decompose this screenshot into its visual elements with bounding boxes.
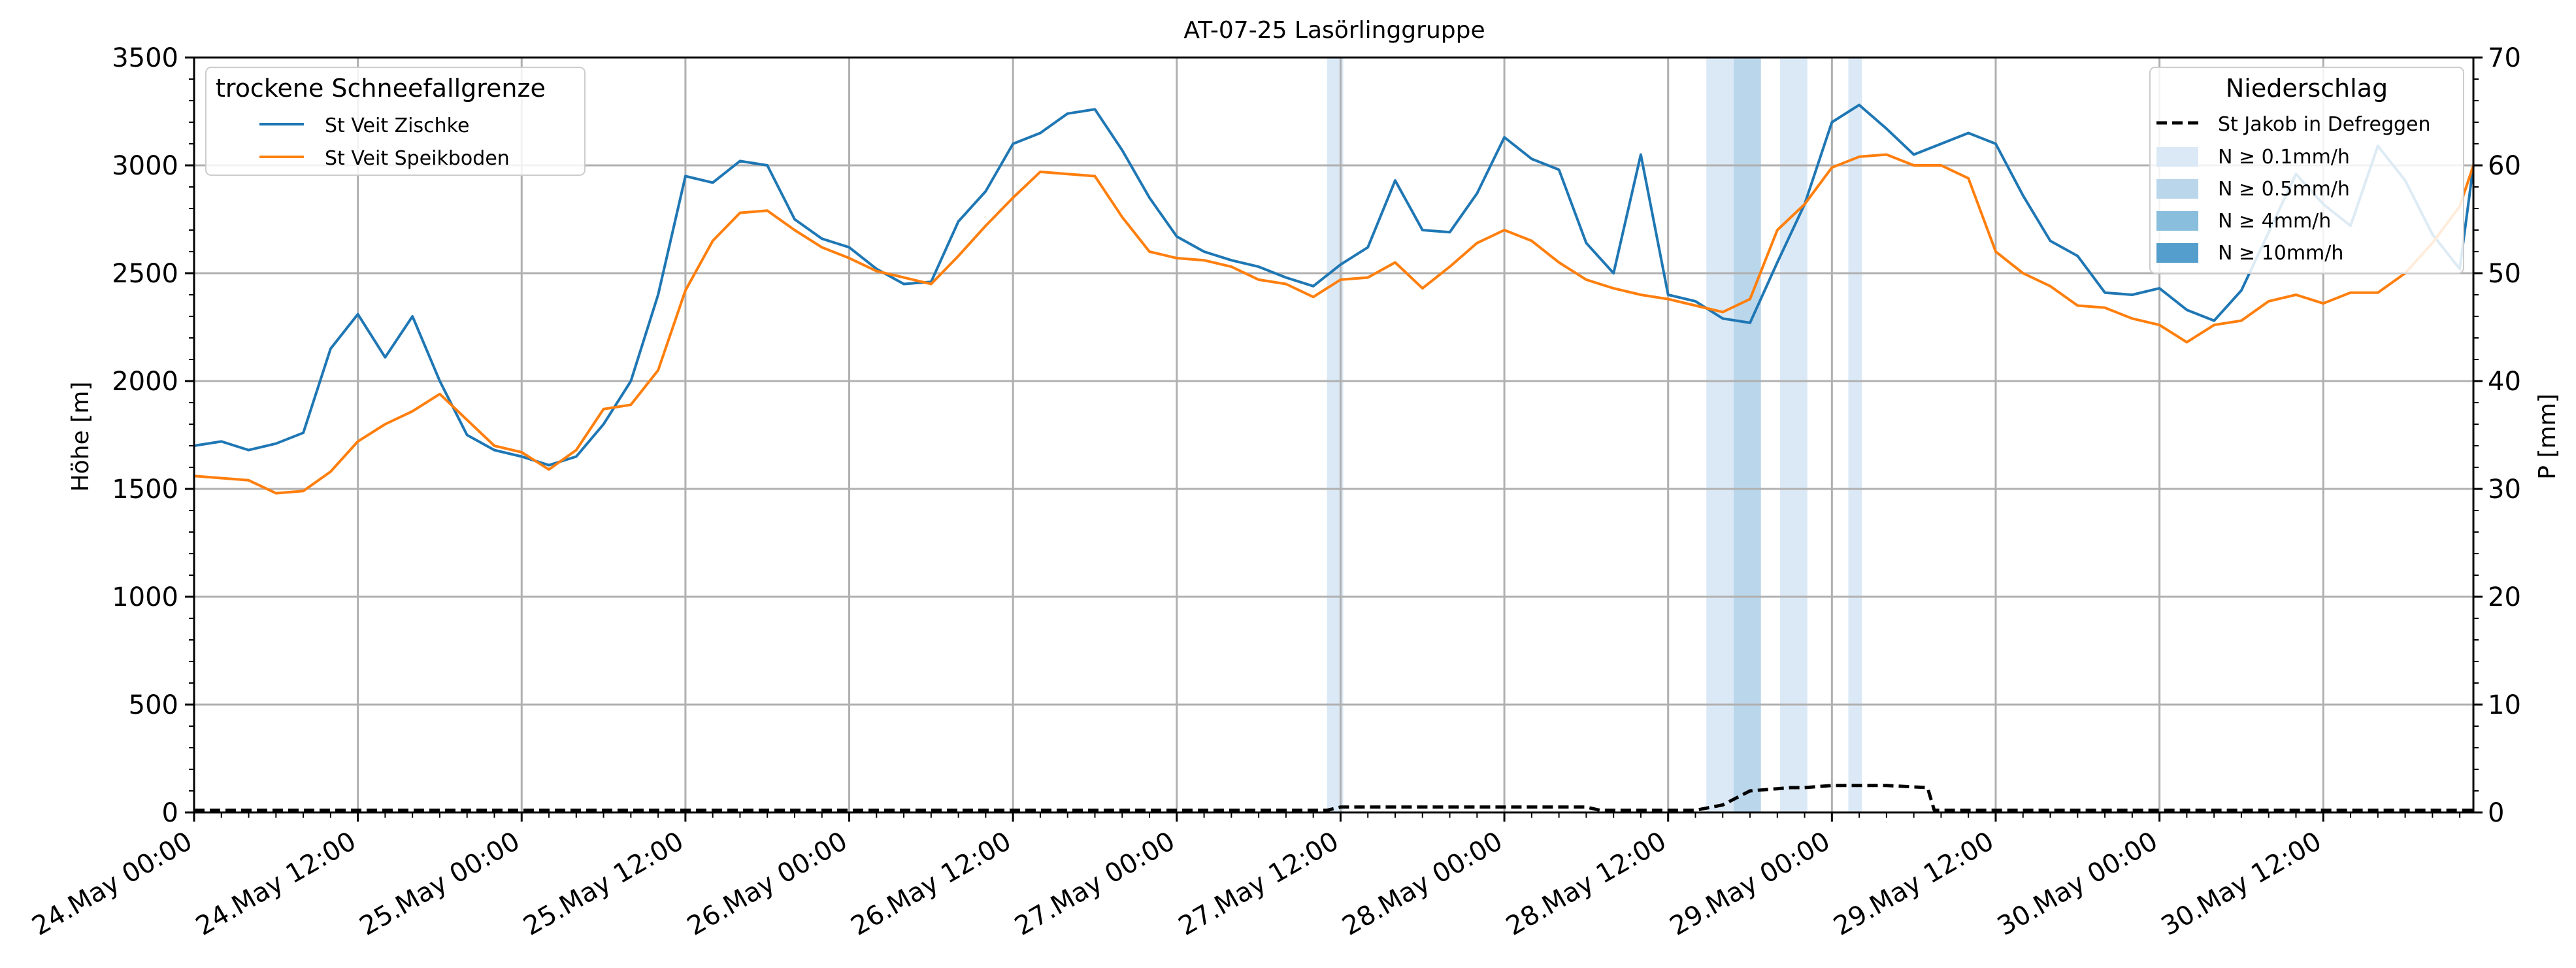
precipitation-bands [1327, 58, 1862, 812]
legend-speikboden-label: St Veit Speikboden [325, 147, 510, 170]
y-right-tick-label: 60 [2488, 151, 2521, 181]
precip-band-2 [1733, 58, 1761, 812]
precip-band-4 [1848, 58, 1862, 812]
series-stjakob-precip-line [194, 784, 2473, 812]
legend-n10-swatch [2156, 243, 2198, 263]
y-left-tick-label: 2000 [112, 367, 178, 397]
x-tick-label: 24.May 12:00 [191, 826, 361, 942]
legend-precip-title: Niederschlag [2226, 74, 2388, 103]
legend-n4-label: N ≥ 4mm/h [2218, 210, 2331, 233]
x-tick-label: 24.May 00:00 [27, 826, 197, 942]
x-tick-label: 28.May 12:00 [1501, 826, 1672, 942]
legend-n4-swatch [2156, 211, 2198, 231]
y-right-tick-label: 30 [2488, 475, 2521, 505]
y-left-tick-label: 2500 [112, 259, 178, 289]
precip-band-1 [1706, 58, 1734, 812]
legend-n05-swatch [2156, 179, 2198, 199]
y-axis-label-left: Höhe [m] [67, 382, 94, 492]
y-right-tick-label: 10 [2488, 690, 2521, 720]
legend-snowline: trockene Schneefallgrenze St Veit Zischk… [205, 67, 586, 176]
x-tick-label: 28.May 00:00 [1338, 826, 1508, 942]
y-left-tick-label: 1000 [112, 582, 178, 612]
x-tick-label: 25.May 12:00 [518, 826, 689, 942]
plot-frame [193, 56, 2475, 814]
y-right-tick-label: 70 [2488, 43, 2521, 73]
x-tick-label: 29.May 00:00 [1665, 826, 1836, 942]
x-tick-label: 25.May 00:00 [355, 826, 525, 942]
x-tick-label: 26.May 12:00 [846, 826, 1017, 942]
y-left-tick-label: 3500 [112, 43, 178, 73]
legend-precipitation: Niederschlag St Jakob in Defreggen N ≥ 0… [2149, 67, 2464, 274]
y-right-tick-label: 40 [2488, 367, 2521, 397]
legend-n01-swatch [2156, 147, 2198, 167]
y-right-tick-label: 50 [2488, 259, 2521, 289]
y-right-tick-label: 20 [2488, 582, 2521, 612]
legend-snowline-title: trockene Schneefallgrenze [216, 74, 546, 103]
x-tick-label: 27.May 12:00 [1174, 826, 1344, 942]
y-right-tick-label: 0 [2488, 798, 2504, 828]
series-speikboden-line [193, 153, 2475, 495]
chart-title: AT-07-25 Lasörlinggruppe [1183, 17, 1485, 44]
legend-n05-label: N ≥ 0.5mm/h [2218, 178, 2350, 201]
legend-zischke-label: St Veit Zischke [325, 114, 469, 137]
x-tick-label: 30.May 00:00 [1992, 826, 2163, 942]
y-left-tick-label: 3000 [112, 151, 178, 181]
series-zischke-line [193, 103, 2475, 467]
series-lines [193, 103, 2475, 812]
y-left-tick-label: 500 [129, 690, 178, 720]
x-tick-label: 30.May 12:00 [2156, 826, 2327, 942]
x-tick-label: 29.May 12:00 [1828, 826, 1999, 942]
x-tick-label: 26.May 00:00 [682, 826, 853, 942]
legend-n10-label: N ≥ 10mm/h [2218, 242, 2343, 265]
legend-stjakob-label: St Jakob in Defreggen [2218, 113, 2431, 136]
y-left-tick-label: 0 [162, 798, 178, 828]
x-tick-label: 27.May 00:00 [1010, 826, 1180, 942]
y-axis-label-right: P [mm] [2534, 393, 2561, 479]
y-left-tick-label: 1500 [112, 475, 178, 505]
precip-band-3 [1779, 58, 1808, 812]
legend-n01-label: N ≥ 0.1mm/h [2218, 146, 2350, 169]
